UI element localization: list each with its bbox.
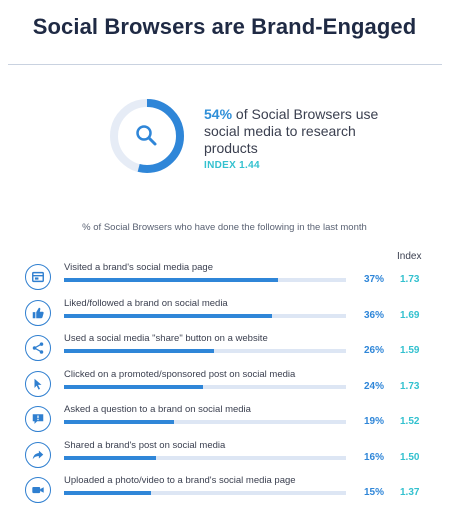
chart-row: Visited a brand's social media page 37% 1.… (0, 262, 449, 298)
share-icon (25, 335, 51, 361)
category-label: Shared a brand's post on social media (64, 439, 226, 451)
chart-subtitle: % of Social Browsers who have done the f… (82, 222, 367, 233)
index-label: 1.52 (400, 416, 420, 427)
value-label: 19% (363, 416, 384, 427)
index-label: 1.50 (400, 451, 420, 463)
value-label: 26% (363, 345, 384, 356)
bar-track (64, 384, 346, 389)
chart-row: Liked/followed a brand on social media 36… (0, 298, 449, 334)
browser-window-icon (25, 264, 51, 290)
highlight-statement: 54% of Social Browsers use social media … (204, 106, 404, 157)
page-title: Social Browsers are Brand-Engaged (32, 14, 417, 39)
chart-row: Uploaded a photo/video to a brand's soci… (0, 475, 449, 511)
bar-track (64, 349, 346, 353)
value-label: 36% (363, 309, 384, 321)
donut-fill (110, 99, 184, 173)
index-label: 1.37 (400, 487, 420, 498)
category-label: Clicked on a promoted/sponsored post on … (64, 368, 296, 380)
bar (64, 384, 203, 389)
cursor-icon (25, 370, 51, 397)
bar-track (64, 313, 346, 318)
bar (64, 455, 157, 460)
value-label: 24% (363, 380, 384, 392)
forward-arrow-icon (25, 441, 51, 468)
index-label: 1.73 (400, 380, 420, 392)
highlight-donut (110, 99, 184, 173)
category-label: Used a social media "share" button on a … (64, 333, 268, 344)
category-label: Liked/followed a brand on social media (64, 297, 228, 309)
bar (64, 313, 273, 318)
divider (8, 64, 442, 65)
bar-track (64, 455, 346, 460)
category-label: Uploaded a photo/video to a brand's soci… (64, 475, 296, 486)
speech-bubble-icon (25, 406, 51, 432)
highlight-text: of Social Browsers use social media to r… (204, 106, 379, 156)
index-column-header: Index (397, 251, 422, 262)
chart-row: Asked a question to a brand on social me… (0, 404, 449, 440)
index-label: 1.69 (400, 309, 420, 321)
chart-row: Clicked on a promoted/sponsored post on … (0, 369, 449, 405)
search-icon (136, 125, 157, 146)
highlight-index: INDEX 1.44 (204, 160, 260, 171)
index-label: 1.59 (400, 345, 420, 356)
highlight-percent: 54% (204, 106, 233, 122)
bar-track (64, 278, 346, 282)
bar (64, 349, 215, 353)
chart-row: Shared a brand's post on social media 16%… (0, 440, 449, 476)
value-label: 15% (363, 487, 384, 498)
bar-track (64, 491, 346, 495)
category-label: Asked a question to a brand on social me… (64, 404, 251, 415)
bar (64, 278, 278, 282)
value-label: 16% (363, 451, 384, 463)
category-label: Visited a brand's social media page (64, 262, 213, 273)
bar-track (64, 420, 346, 424)
video-camera-icon (25, 477, 51, 503)
index-label: 1.73 (400, 274, 420, 285)
bar (64, 491, 151, 495)
value-label: 37% (363, 274, 384, 285)
thumbs-up-icon (25, 299, 51, 326)
bar (64, 420, 174, 424)
chart-row: Used a social media "share" button on a … (0, 333, 449, 369)
